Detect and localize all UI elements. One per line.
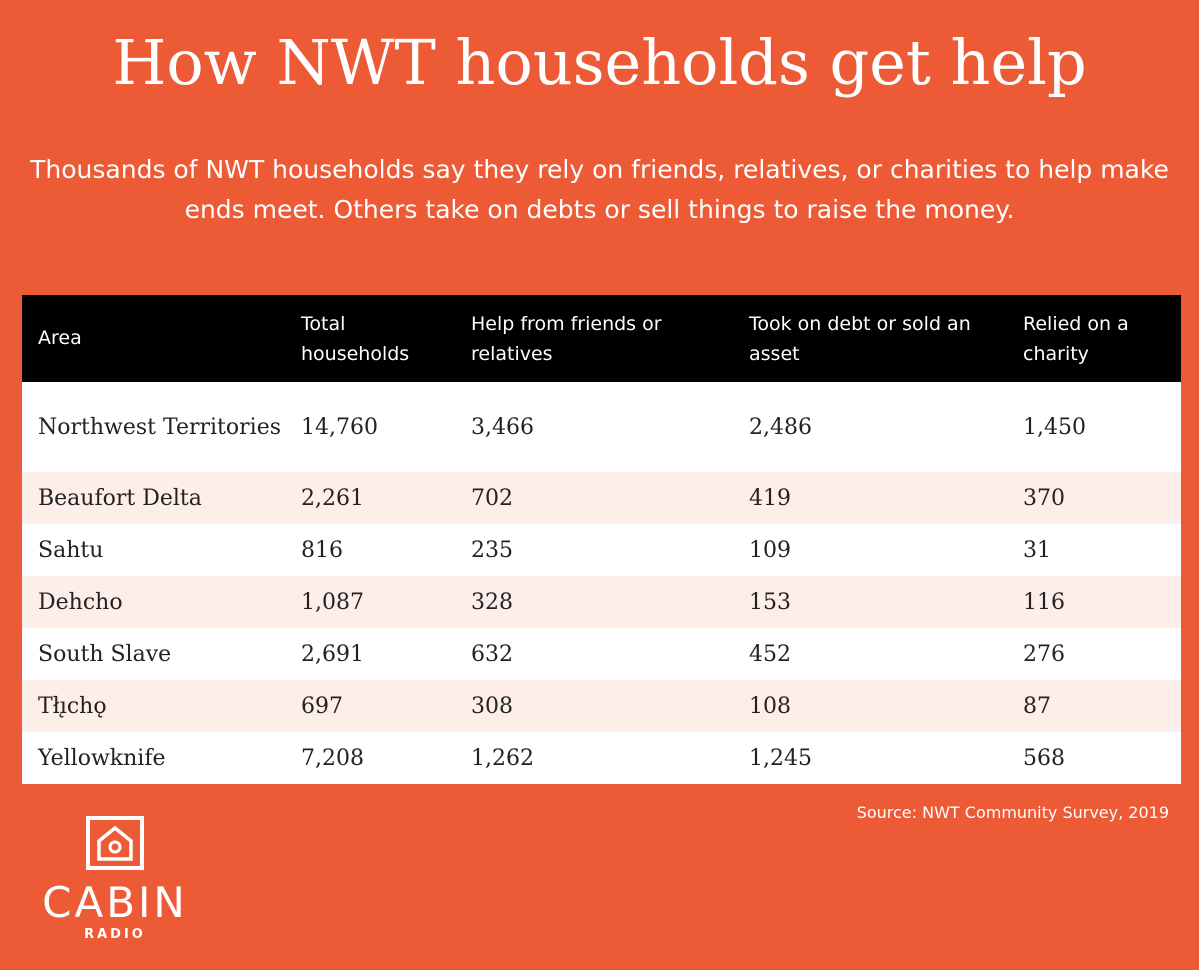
cell: Dehcho [38, 589, 123, 615]
cell: 2,261 [301, 485, 364, 511]
title: How NWT households get help [112, 26, 1087, 99]
cell: 308 [471, 693, 513, 719]
cell: 1,245 [749, 745, 812, 771]
cell: Yellowknife [38, 745, 166, 771]
logo-name: CABIN [42, 878, 188, 927]
cell: 697 [301, 693, 343, 719]
cell: 370 [1023, 485, 1065, 511]
cell: Northwest Territories [38, 414, 281, 440]
cell: Tłı̨chǫ [38, 693, 107, 719]
column-header: Relied on a charity [1023, 312, 1129, 365]
logo-sub: RADIO [84, 927, 146, 942]
logo: CABIN RADIO [30, 815, 200, 942]
table-row: Dehcho 1,087 328 153 116 [22, 576, 1181, 628]
logo-icon [86, 816, 144, 870]
table-row: Beaufort Delta 2,261 702 419 370 [22, 472, 1181, 524]
cell: 816 [301, 537, 343, 563]
table-row: Northwest Territories 14,760 3,466 2,486 1,4… [22, 382, 1181, 472]
cell: 109 [749, 537, 791, 563]
cell: 235 [471, 537, 513, 563]
cell: Sahtu [38, 537, 104, 563]
cell: 87 [1023, 693, 1051, 719]
cell: 1,262 [471, 745, 534, 771]
cell: Beaufort Delta [38, 485, 202, 511]
cell: 632 [471, 641, 513, 667]
cell: 153 [749, 589, 791, 615]
cell: 108 [749, 693, 791, 719]
cell: 419 [749, 485, 791, 511]
cell: 276 [1023, 641, 1065, 667]
table-row: Sahtu 816 235 109 31 [22, 524, 1181, 576]
subtitle: Thousands of NWT households say they rel… [30, 155, 1169, 224]
cell: 2,691 [301, 641, 364, 667]
cell: 7,208 [301, 745, 364, 771]
column-header: Total households [301, 312, 410, 365]
cell: 702 [471, 485, 513, 511]
column-header: Area [38, 327, 82, 349]
source: Source: NWT Community Survey, 2019 [856, 803, 1169, 822]
column-header: Help from friends or relatives [471, 312, 662, 365]
cell: 3,466 [471, 414, 534, 440]
cell: 31 [1023, 537, 1051, 563]
header-row: Area Total households Help from friends or… [22, 295, 1181, 382]
column-header: Took on debt or sold an asset [749, 312, 971, 365]
cell: 1,087 [301, 589, 364, 615]
cell: 1,450 [1023, 414, 1086, 440]
table-row: Tłı̨chǫ 697 308 108 87 [22, 680, 1181, 732]
cell: 14,760 [301, 414, 378, 440]
table-row: South Slave 2,691 632 452 276 [22, 628, 1181, 680]
cell: South Slave [38, 641, 172, 667]
cell: 568 [1023, 745, 1065, 771]
table-row: Yellowknife 7,208 1,262 1,245 568 [22, 732, 1181, 784]
cell: 2,486 [749, 414, 812, 440]
table: Area Total households Help from friends or… [22, 295, 1181, 784]
cell: 328 [471, 589, 513, 615]
cell: 116 [1023, 589, 1065, 615]
cell: 452 [749, 641, 791, 667]
